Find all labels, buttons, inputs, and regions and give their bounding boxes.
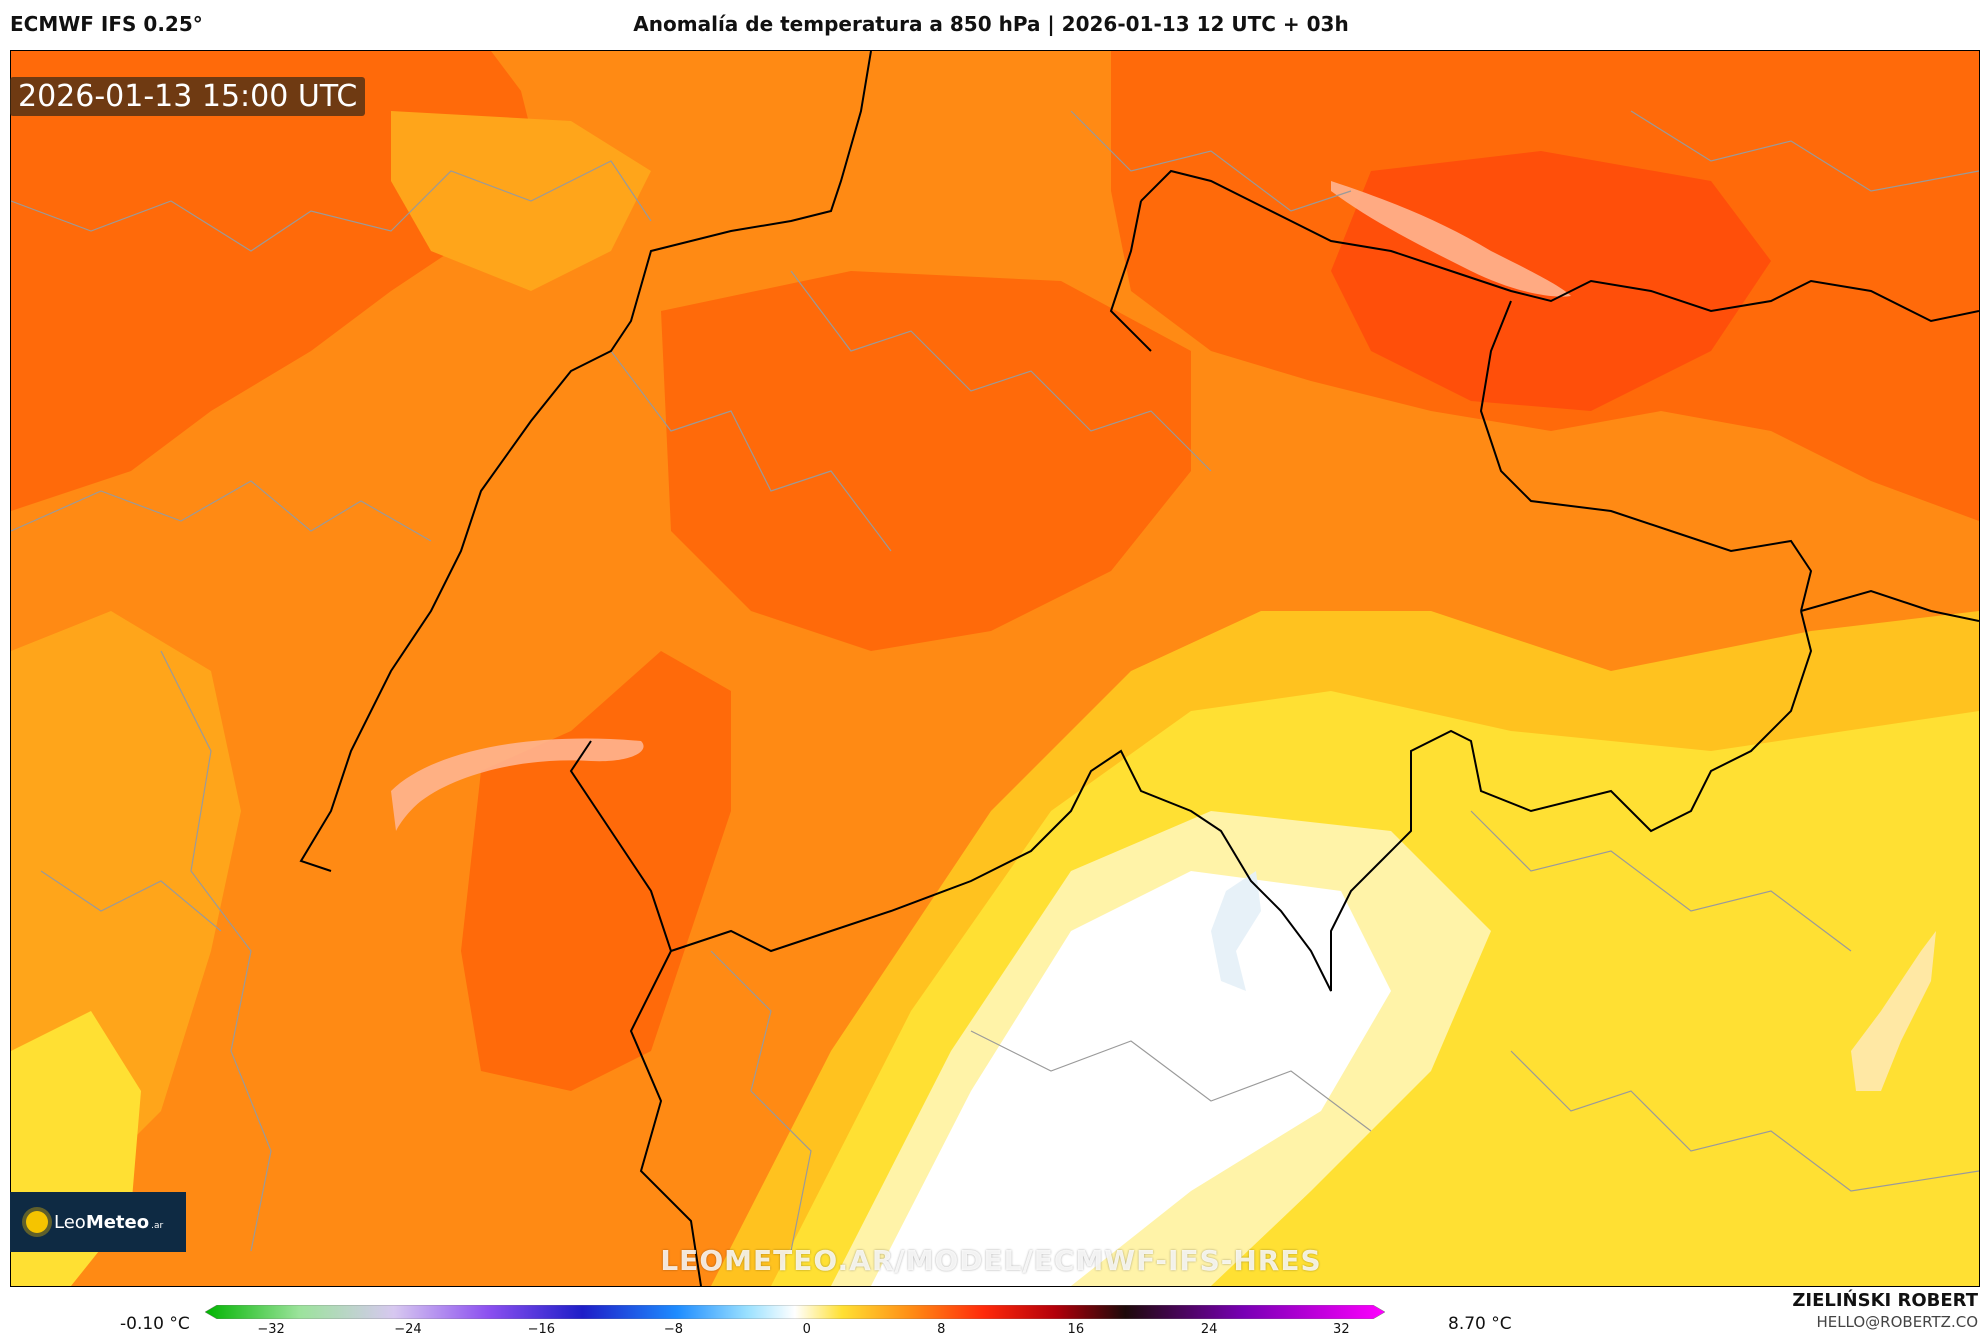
lake-garda: [1851, 931, 1936, 1091]
map-canvas: [11, 51, 1979, 1286]
anomaly-band-mild-top: [391, 111, 651, 291]
logo-suffix: .ar: [151, 1221, 164, 1231]
temperature-anomaly-map: [10, 50, 1980, 1287]
logo-leo: Leo: [54, 1211, 86, 1233]
map-title: Anomalía de temperatura a 850 hPa | 2026…: [633, 12, 1349, 36]
colorbar: [205, 1305, 1385, 1319]
tick-label: 32: [1333, 1322, 1350, 1337]
legend-min-value: -0.10 °C: [120, 1314, 190, 1334]
regional-borders: [11, 110, 1979, 1252]
lake-geneva: [391, 738, 644, 831]
logo-meteo: Meteo: [85, 1211, 150, 1233]
lake-constance: [1331, 181, 1571, 297]
legend-max-value: 8.70 °C: [1448, 1314, 1512, 1334]
colorbar-ticks: −32 −24 −16 −8 0 8 16 24 32: [205, 1322, 1385, 1340]
tick-label: 16: [1067, 1322, 1085, 1337]
model-name: ECMWF IFS 0.25°: [10, 12, 203, 36]
lake-como: [1211, 871, 1261, 991]
author-credit: ZIELIŃSKI ROBERT HELLO@ROBERTZ.CO: [1792, 1290, 1978, 1331]
tick-label: −24: [394, 1322, 422, 1337]
tick-label: −16: [527, 1322, 556, 1337]
valid-time-label: 2026-01-13 15:00 UTC: [10, 77, 366, 116]
tick-label: 24: [1200, 1322, 1218, 1337]
leometeo-logo: Leo Meteo .ar: [10, 1192, 186, 1252]
tick-label: −32: [257, 1322, 285, 1337]
tick-label: −8: [663, 1322, 684, 1337]
anomaly-band-hot-ne: [1331, 151, 1771, 411]
tick-label: 0: [802, 1322, 811, 1337]
sun-icon: [26, 1211, 48, 1233]
country-borders: [299, 51, 1979, 1286]
source-watermark: LEOMETEO.AR/MODEL/ECMWF-IFS-HRES: [660, 1244, 1322, 1277]
author-email: HELLO@ROBERTZ.CO: [1816, 1313, 1978, 1331]
author-name: ZIELIŃSKI ROBERT: [1792, 1290, 1978, 1311]
anomaly-band-neutral-south: [871, 871, 1391, 1286]
anomaly-band-warm-center: [661, 271, 1191, 651]
tick-label: 8: [937, 1322, 946, 1337]
